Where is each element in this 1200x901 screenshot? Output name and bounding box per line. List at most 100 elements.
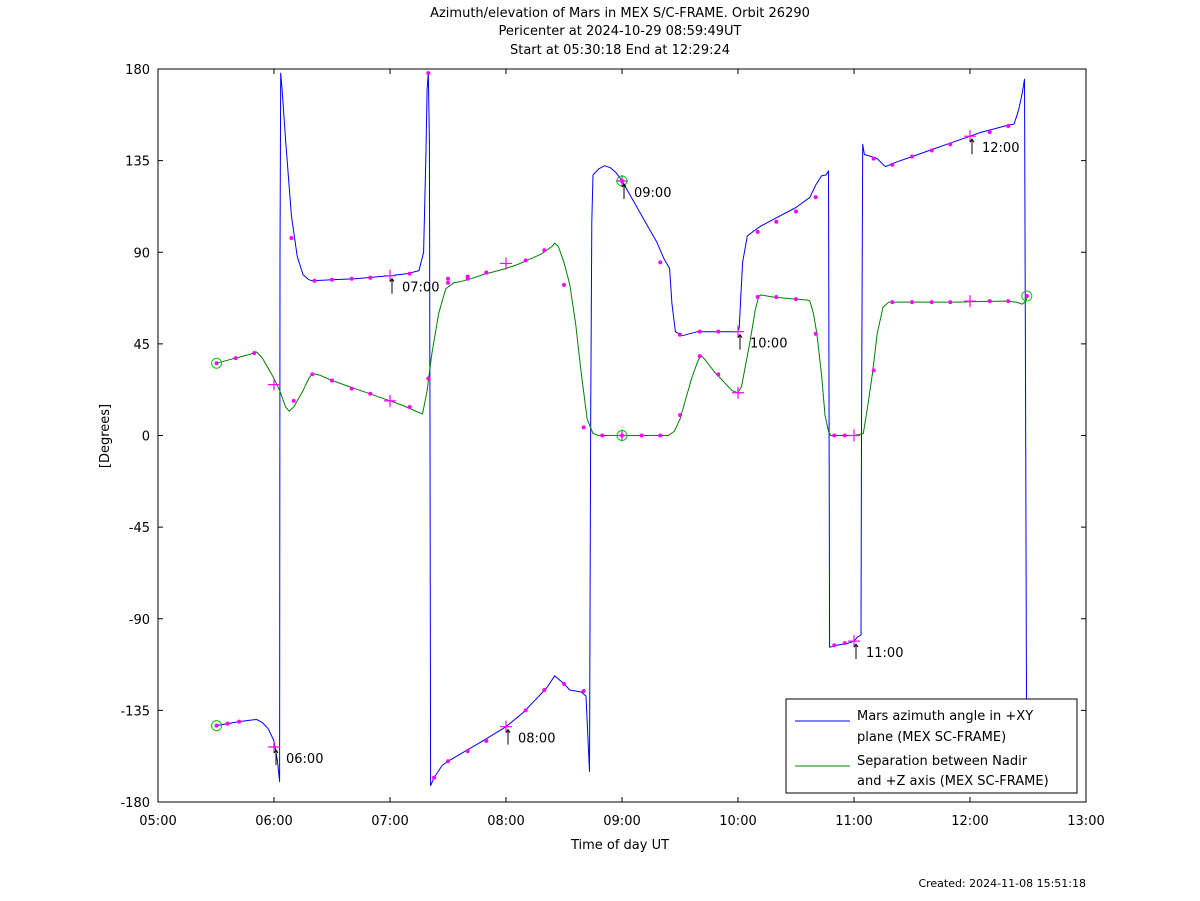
- data-point-marker: [832, 643, 837, 648]
- hour-cross-marker: [732, 325, 744, 338]
- data-point-marker: [842, 641, 847, 646]
- data-point-marker: [426, 71, 431, 76]
- data-point-marker: [484, 270, 489, 275]
- x-tick-label: 08:00: [487, 814, 524, 829]
- data-point-marker: [225, 721, 230, 726]
- chart-title-line-1: Azimuth/elevation of Mars in MEX S/C-FRA…: [430, 6, 810, 21]
- data-point-marker: [678, 332, 682, 337]
- data-point-marker: [465, 276, 470, 281]
- data-point-marker: [842, 433, 847, 438]
- x-axis-label: Time of day UT: [570, 838, 669, 853]
- data-point-marker: [813, 195, 818, 200]
- data-point-marker: [1006, 124, 1011, 129]
- time-annotation-arrow: [969, 138, 975, 155]
- x-tick-label: 07:00: [371, 814, 408, 829]
- y-tick-label: -90: [129, 613, 150, 628]
- y-tick-label: 90: [133, 246, 150, 261]
- data-point-marker: [697, 354, 702, 359]
- hour-cross-marker: [384, 269, 396, 282]
- time-annotation-arrow: [853, 643, 859, 660]
- data-point-marker: [716, 372, 721, 377]
- data-point-marker: [678, 413, 682, 418]
- data-point-marker: [432, 775, 437, 780]
- y-tick-label: 135: [125, 155, 150, 170]
- hour-cross-marker: [268, 741, 280, 754]
- hour-cross-marker: [964, 295, 976, 308]
- data-point-marker: [349, 276, 354, 281]
- hour-cross-marker: [500, 720, 512, 733]
- data-point-marker: [755, 295, 760, 300]
- hour-cross-marker: [732, 386, 744, 399]
- data-point-marker: [794, 209, 798, 214]
- x-tick-label: 12:00: [951, 814, 988, 829]
- created-timestamp: Created: 2024-11-08 15:51:18: [918, 877, 1086, 890]
- x-tick-label: 06:00: [255, 814, 292, 829]
- data-point-marker: [813, 331, 818, 336]
- time-annotation-label: 12:00: [982, 141, 1019, 156]
- data-point-marker: [581, 425, 586, 430]
- legend-azimuth-line-2: plane (MEX SC-FRAME): [857, 730, 1006, 745]
- time-annotation-arrow: [621, 183, 627, 199]
- data-point-marker: [755, 229, 760, 234]
- data-point-marker: [910, 154, 914, 159]
- x-tick-label: 13:00: [1067, 814, 1104, 829]
- data-point-marker: [581, 689, 586, 694]
- y-tick-label: 0: [142, 430, 150, 445]
- data-point-marker: [446, 759, 450, 764]
- endpoint-dot: [1024, 294, 1029, 299]
- time-annotation-label: 06:00: [286, 752, 323, 767]
- data-point-marker: [658, 260, 663, 265]
- endpoint-circle: [616, 430, 628, 441]
- data-point-marker: [639, 433, 644, 438]
- hour-cross-marker: [500, 257, 512, 270]
- data-point-marker: [987, 299, 992, 304]
- legend-separation-line-1: Separation between Nadir: [857, 754, 1028, 769]
- time-annotation-arrow: [505, 728, 511, 745]
- data-point-marker: [446, 280, 450, 285]
- data-point-marker: [446, 276, 450, 281]
- data-point-marker: [542, 688, 547, 693]
- data-point-marker: [794, 297, 798, 302]
- data-point-marker: [929, 300, 934, 305]
- data-point-marker: [716, 329, 721, 334]
- data-point-marker: [871, 156, 876, 161]
- endpoint-circle: [1021, 290, 1033, 302]
- data-point-marker: [368, 275, 373, 280]
- data-point-marker: [600, 433, 605, 438]
- time-annotation-label: 10:00: [750, 337, 787, 352]
- data-point-marker: [368, 391, 373, 396]
- data-point-marker: [890, 300, 895, 305]
- data-point-marker: [330, 277, 334, 282]
- legend-azimuth-line-1: Mars azimuth angle in +XY: [857, 709, 1033, 724]
- y-tick-label: -135: [120, 704, 150, 719]
- separation-series-line: [216, 242, 1029, 436]
- chart-title-line-3: Start at 05:30:18 End at 12:29:24: [509, 43, 731, 58]
- endpoint-dot: [214, 723, 219, 728]
- time-annotation-arrow: [389, 277, 395, 294]
- data-point-marker: [542, 248, 547, 253]
- data-point-marker: [312, 278, 317, 283]
- endpoint-circle: [211, 720, 223, 732]
- data-point-marker: [774, 295, 779, 300]
- legend: Mars azimuth angle in +XY plane (MEX SC-…: [785, 698, 1078, 794]
- data-point-marker: [562, 681, 566, 686]
- data-point-marker: [349, 386, 354, 391]
- data-point-marker: [407, 404, 412, 409]
- time-annotation-arrow: [273, 749, 279, 766]
- data-point-marker: [310, 372, 315, 377]
- hour-cross-marker: [268, 378, 280, 391]
- hour-cross-marker: [384, 394, 396, 407]
- data-point-marker: [871, 368, 876, 373]
- data-point-marker: [237, 719, 242, 724]
- endpoint-dot: [620, 178, 624, 183]
- data-point-marker: [426, 376, 431, 381]
- time-annotation-label: 08:00: [518, 732, 555, 747]
- data-point-marker: [407, 271, 412, 276]
- data-point-marker: [484, 738, 489, 743]
- endpoint-dot: [620, 433, 624, 438]
- data-point-marker: [330, 378, 334, 383]
- time-annotation-label: 07:00: [402, 281, 439, 296]
- data-point-marker: [948, 142, 953, 147]
- legend-separation-line-2: and +Z axis (MEX SC-FRAME): [857, 774, 1049, 789]
- y-tick-label: 45: [133, 338, 150, 353]
